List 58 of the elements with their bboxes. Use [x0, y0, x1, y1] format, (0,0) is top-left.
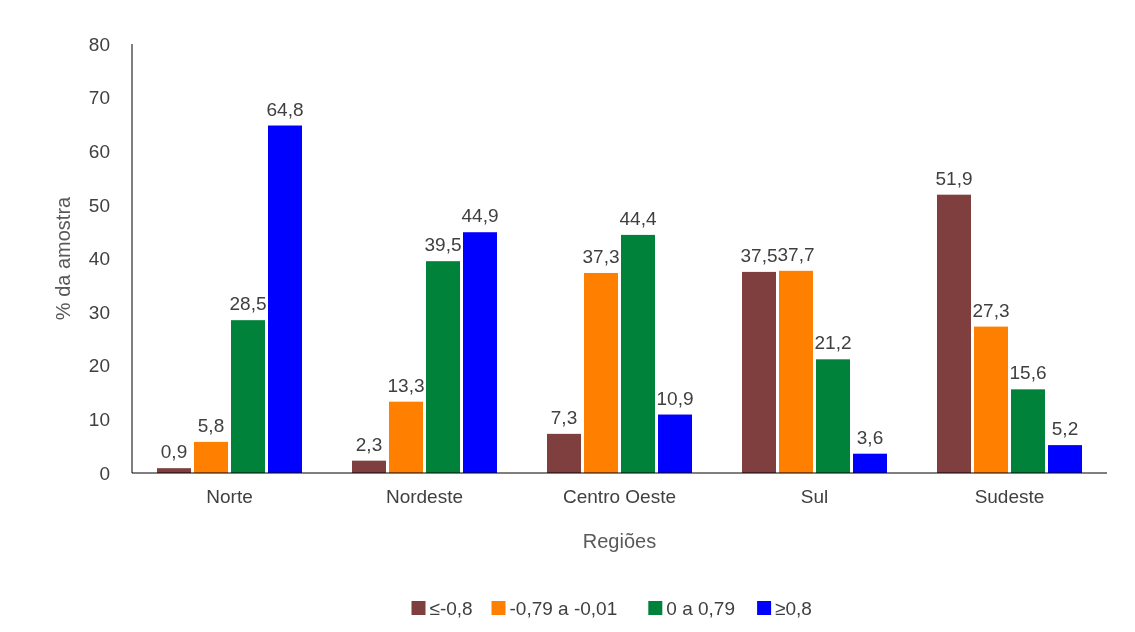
bar	[547, 433, 581, 473]
legend-label: -0,79 a -0,01	[509, 597, 618, 619]
legend-label: ≤-0,8	[429, 597, 473, 619]
data-label: 27,3	[972, 299, 1010, 321]
data-label: 5,8	[197, 414, 225, 436]
x-axis-title: Regiões	[582, 530, 657, 552]
bar	[779, 270, 813, 473]
x-tick-label: Sudeste	[974, 486, 1045, 507]
data-label: 44,9	[461, 205, 499, 227]
y-tick-label: 80	[88, 33, 110, 55]
y-tick-label: 0	[99, 462, 110, 484]
data-label: 3,6	[856, 426, 884, 448]
x-tick-label: Norte	[206, 486, 253, 507]
bar	[1048, 445, 1082, 473]
bar	[742, 271, 776, 473]
y-tick-label: 60	[88, 140, 110, 162]
data-label: 44,4	[619, 207, 657, 229]
y-tick-label: 20	[88, 355, 110, 377]
data-label: 5,2	[1051, 418, 1079, 440]
bar	[658, 414, 692, 473]
bar	[231, 320, 265, 473]
bar	[194, 441, 228, 473]
legend-label: 0 a 0,79	[666, 597, 735, 619]
bar	[1011, 389, 1045, 473]
bar	[853, 453, 887, 473]
bar	[584, 272, 618, 473]
data-label: 2,3	[355, 433, 383, 455]
bar	[389, 401, 423, 473]
bar	[621, 234, 655, 473]
y-tick-label: 30	[88, 301, 110, 323]
data-label: 51,9	[935, 167, 973, 189]
data-label: 37,3	[582, 245, 620, 267]
bar	[463, 232, 497, 473]
y-tick-label: 70	[88, 87, 110, 109]
y-tick-label: 10	[88, 409, 110, 431]
data-label: 64,8	[266, 98, 304, 120]
x-tick-label: Centro Oeste	[563, 486, 676, 507]
x-tick-label: Sul	[800, 486, 829, 507]
data-label: 37,7	[777, 243, 815, 265]
x-tick-label: Nordeste	[385, 486, 464, 507]
data-label: 7,3	[550, 406, 578, 428]
bar	[937, 194, 971, 473]
data-label: 21,2	[814, 332, 852, 354]
bar	[426, 261, 460, 473]
data-label: 13,3	[387, 374, 425, 396]
data-label: 0,9	[160, 441, 188, 463]
data-label: 15,6	[1009, 362, 1047, 384]
bar	[816, 359, 850, 473]
data-label: 10,9	[656, 387, 694, 409]
y-tick-label: 40	[88, 248, 110, 270]
legend-label: ≥0,8	[775, 597, 812, 619]
data-label: 28,5	[229, 293, 267, 315]
y-tick-label: 50	[88, 194, 110, 216]
data-label: 39,5	[424, 234, 462, 256]
y-axis-title: % da amostra	[52, 195, 74, 321]
bar	[268, 125, 302, 473]
data-label: 37,5	[740, 244, 778, 266]
bar	[974, 326, 1008, 473]
